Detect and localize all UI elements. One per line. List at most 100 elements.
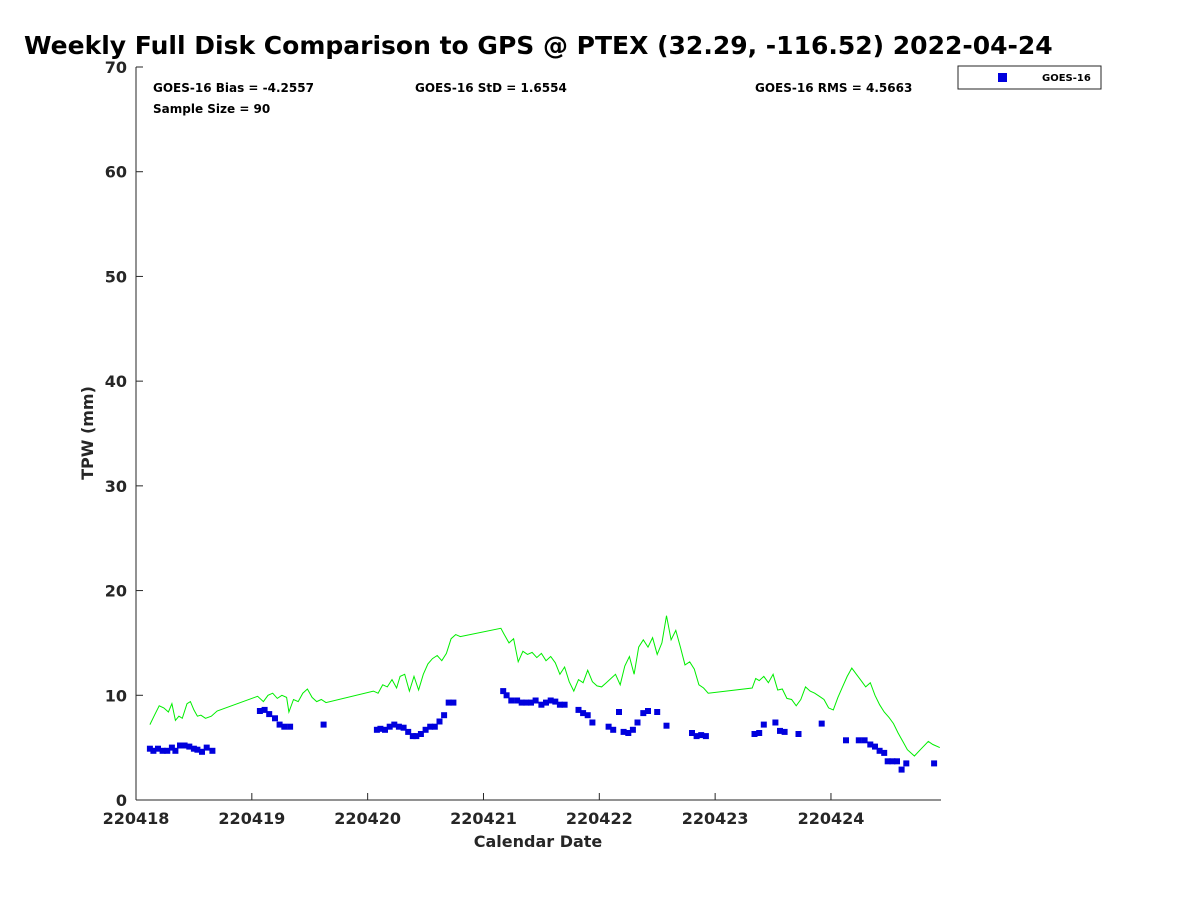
goes16-point xyxy=(931,760,938,767)
goes16-point xyxy=(663,722,670,729)
goes16-point xyxy=(781,728,788,735)
goes16-point xyxy=(523,699,530,706)
goes16-point xyxy=(654,709,661,715)
goes16-point xyxy=(629,726,636,733)
goes16-point xyxy=(508,697,515,704)
x-tick-label: 220419 xyxy=(218,809,285,828)
x-tick-label: 220420 xyxy=(334,809,401,828)
goes16-point xyxy=(181,742,188,749)
goes16-point xyxy=(281,723,288,730)
goes16-point xyxy=(413,733,420,740)
goes16-point xyxy=(159,747,166,754)
goes16-point xyxy=(645,708,651,714)
goes16-point xyxy=(287,723,294,730)
goes16-point xyxy=(377,725,384,732)
goes16-point xyxy=(528,699,534,706)
x-tick-label: 220424 xyxy=(798,809,865,828)
legend-marker-goes16 xyxy=(998,73,1007,82)
goes16-point xyxy=(580,710,587,717)
goes16-point xyxy=(575,706,582,713)
goes16-point xyxy=(543,699,549,706)
plot-area xyxy=(135,67,941,801)
goes16-point xyxy=(172,747,179,754)
goes16-point xyxy=(261,706,268,713)
x-tick-label: 220423 xyxy=(682,809,749,828)
goes16-point xyxy=(872,743,878,750)
goes16-point xyxy=(702,733,709,740)
goes16-point xyxy=(556,701,563,708)
goes16-point xyxy=(605,723,612,730)
goes16-point xyxy=(625,730,632,736)
goes16-point xyxy=(898,766,905,773)
goes16-point xyxy=(320,721,327,728)
goes16-point xyxy=(514,697,521,704)
goes16-point xyxy=(500,688,507,695)
goes16-point xyxy=(441,712,448,719)
goes16-point xyxy=(760,721,767,728)
y-tick-label: 10 xyxy=(105,686,127,705)
x-tick-label: 220418 xyxy=(103,809,170,828)
goes16-point xyxy=(168,744,175,751)
goes16-point xyxy=(881,749,888,756)
x-axis-ticks: 220418 220419 220420 220421 220422 220423 2204… xyxy=(103,793,865,828)
goes16-point xyxy=(409,733,416,740)
goes16-point xyxy=(436,718,443,725)
goes16-point xyxy=(146,745,153,752)
goes16-point xyxy=(518,699,525,706)
bias-stat: GOES-16 Bias = -4.2557 xyxy=(153,81,314,95)
goes16-point xyxy=(450,699,457,706)
goes16-point xyxy=(373,726,380,733)
goes16-point xyxy=(876,747,883,754)
goes16-point xyxy=(538,701,545,708)
goes16-point xyxy=(155,745,161,752)
goes16-point xyxy=(698,732,705,739)
goes16-point xyxy=(209,747,216,754)
goes16-point xyxy=(150,747,157,754)
rms-stat: GOES-16 RMS = 4.5663 xyxy=(755,81,912,95)
x-tick-label: 220422 xyxy=(566,809,633,828)
goes16-point xyxy=(547,697,554,704)
goes16-point xyxy=(589,719,596,726)
goes16-point xyxy=(620,728,627,735)
x-tick-label: 220421 xyxy=(450,809,517,828)
goes16-series xyxy=(146,688,938,773)
goes16-point xyxy=(199,748,205,755)
goes16-point xyxy=(190,745,197,752)
goes16-point xyxy=(503,692,510,699)
goes16-point xyxy=(795,731,802,737)
goes16-point xyxy=(889,758,896,765)
goes16-point xyxy=(395,723,402,730)
goes16-point xyxy=(894,758,900,765)
goes16-point xyxy=(903,760,910,767)
y-axis-label: TPW (mm) xyxy=(78,386,97,480)
gps-series xyxy=(149,615,941,757)
goes16-point xyxy=(884,758,891,765)
legend: GOES-16 xyxy=(957,65,1102,90)
y-tick-label: 70 xyxy=(105,58,127,77)
goes16-point xyxy=(634,719,641,726)
goes16-point xyxy=(689,730,695,736)
goes16-point xyxy=(552,698,559,705)
goes16-point xyxy=(445,699,452,706)
goes16-point xyxy=(640,710,647,717)
goes16-point xyxy=(391,721,398,728)
goes16-point xyxy=(427,723,434,730)
goes16-point xyxy=(194,746,201,753)
goes16-point xyxy=(772,719,779,726)
legend-box xyxy=(957,65,1102,90)
goes16-point xyxy=(203,744,210,751)
legend-label-goes16: GOES-16 xyxy=(1042,73,1091,84)
goes16-point xyxy=(164,747,171,754)
goes16-point xyxy=(756,730,763,736)
y-tick-label: 20 xyxy=(105,582,127,601)
goes16-point xyxy=(610,726,617,733)
goes16-point xyxy=(693,733,700,740)
goes16-point xyxy=(561,701,568,708)
goes16-point xyxy=(532,697,539,704)
goes16-point xyxy=(422,726,429,733)
goes16-point xyxy=(382,726,388,733)
goes16-point xyxy=(405,728,412,735)
sample-size-stat: Sample Size = 90 xyxy=(153,102,270,116)
goes16-point xyxy=(431,723,438,730)
goes16-point xyxy=(386,723,393,730)
